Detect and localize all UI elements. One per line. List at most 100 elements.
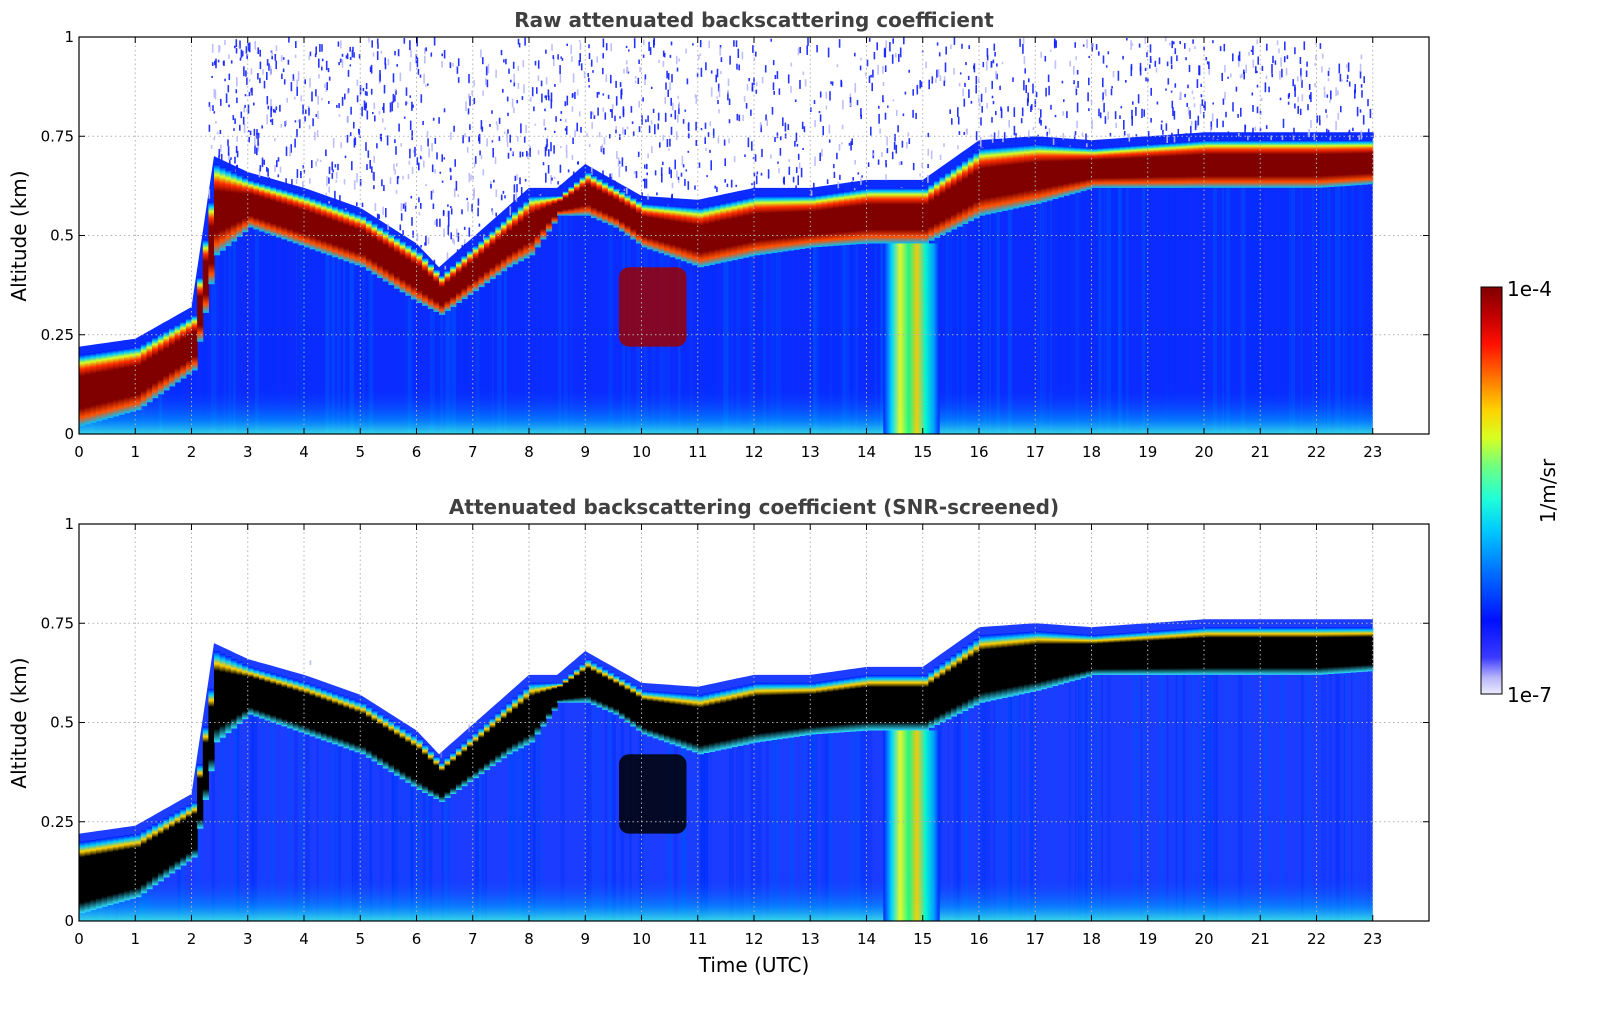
cloud-layer-slice <box>1130 145 1138 188</box>
noise-pixel <box>1272 55 1274 64</box>
signal-streak <box>1226 187 1231 434</box>
noise-pixel <box>886 136 888 146</box>
noise-pixel <box>645 178 648 189</box>
cloud-layer-slice <box>427 750 434 796</box>
noise-pixel <box>717 137 720 144</box>
signal-streak <box>980 702 982 921</box>
noise-pixel <box>1086 143 1088 148</box>
noise-pixel <box>244 94 247 97</box>
noise-pixel <box>729 55 731 65</box>
noise-pixel <box>538 190 541 198</box>
signal-streak <box>1201 674 1205 921</box>
cloud-layer-slice <box>1215 140 1222 188</box>
noise-pixel <box>574 130 576 137</box>
noise-pixel <box>667 73 670 80</box>
noise-pixel <box>455 228 458 238</box>
signal-streak <box>841 245 843 434</box>
noise-pixel <box>381 179 383 187</box>
noise-pixel <box>770 154 772 159</box>
cloud-layer-slice <box>1164 143 1171 188</box>
noise-pixel <box>211 75 213 78</box>
noise-pixel <box>210 145 213 149</box>
cloud-layer-slice <box>962 647 969 711</box>
noise-pixel <box>247 44 250 52</box>
noise-pixel <box>314 131 316 141</box>
noise-pixel <box>243 66 245 77</box>
signal-streak <box>749 256 754 434</box>
cloud-layer-slice <box>990 634 997 701</box>
signal-streak <box>881 243 884 434</box>
noise-pixel <box>434 220 436 225</box>
cloud-layer-slice <box>894 187 901 244</box>
noise-pixel <box>640 195 642 202</box>
signal-streak <box>1013 695 1017 921</box>
signal-streak <box>320 740 323 921</box>
noise-pixel <box>868 75 871 83</box>
signal-streak <box>1008 696 1012 921</box>
cloud-layer-slice <box>630 684 637 727</box>
noise-pixel <box>548 95 550 101</box>
noise-pixel <box>772 82 775 91</box>
cloud-layer-slice <box>219 653 226 738</box>
noise-pixel <box>468 74 470 84</box>
signal-streak <box>345 262 350 434</box>
noise-pixel <box>1303 41 1306 50</box>
noise-pixel <box>1171 40 1173 49</box>
noise-pixel <box>669 138 671 147</box>
cloud-layer-slice <box>557 682 564 703</box>
signal-streak <box>379 766 384 921</box>
noise-pixel <box>1054 114 1057 118</box>
noise-pixel <box>991 95 994 99</box>
cloud-layer-slice <box>1080 147 1087 192</box>
noise-pixel <box>802 71 805 75</box>
noise-pixel <box>572 93 574 97</box>
noise-pixel <box>517 66 520 72</box>
noise-pixel <box>776 132 779 139</box>
signal-streak <box>1204 674 1206 921</box>
noise-pixel <box>1243 69 1245 74</box>
noise-pixel <box>468 136 470 143</box>
signal-streak <box>533 736 535 921</box>
noise-pixel <box>212 105 214 111</box>
noise-pixel <box>239 57 242 61</box>
noise-pixel <box>1063 99 1065 102</box>
noise-pixel <box>699 53 702 56</box>
noise-pixel <box>420 203 422 209</box>
cloud-layer-slice <box>669 205 676 258</box>
noise-pixel <box>478 133 481 144</box>
noise-pixel <box>882 99 885 103</box>
noise-pixel <box>268 177 270 184</box>
top-x-ticks: 0 1 2 3 4 5 6 7 8 9 10 11 12 13 14 15 16 17 18 19 20 21 22 23 <box>74 37 1382 461</box>
cloud-layer-slice <box>574 668 581 703</box>
signal-streak <box>693 752 696 921</box>
noise-pixel <box>860 108 862 117</box>
noise-pixel <box>963 132 966 135</box>
cloud-layer-slice <box>152 337 159 399</box>
noise-pixel <box>536 87 538 94</box>
noise-pixel <box>427 138 429 147</box>
cloud-layer-slice <box>1069 633 1076 682</box>
noise-pixel <box>728 119 731 124</box>
noise-pixel <box>716 96 718 99</box>
noise-pixel <box>842 186 844 194</box>
signal-streak <box>329 743 334 921</box>
noise-pixel <box>1265 75 1268 80</box>
cloud-layer-slice <box>934 666 941 725</box>
cloud-layer-slice <box>185 805 193 862</box>
cloud-layer-slice <box>1271 140 1278 188</box>
noise-pixel <box>1362 115 1365 125</box>
signal-streak <box>237 723 240 921</box>
noise-pixel <box>492 148 494 158</box>
signal-streak <box>1251 187 1255 434</box>
noise-pixel <box>285 120 287 125</box>
noise-pixel <box>614 180 616 185</box>
signal-streak <box>316 251 318 434</box>
noise-pixel <box>1174 48 1177 55</box>
noise-pixel <box>814 119 816 128</box>
noise-pixel <box>289 147 291 157</box>
noise-pixel <box>1256 133 1259 139</box>
noise-pixel <box>434 138 437 144</box>
x-tick-label: 0 <box>74 930 84 948</box>
noise-pixel <box>1256 39 1259 45</box>
noise-pixel <box>343 179 346 185</box>
